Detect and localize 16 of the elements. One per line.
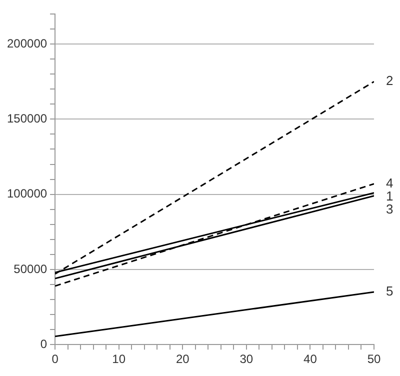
x-tick-label: 20 bbox=[176, 352, 190, 366]
series-label: 3 bbox=[386, 201, 394, 216]
x-tick-label: 30 bbox=[240, 352, 254, 366]
x-tick-label: 40 bbox=[304, 352, 318, 366]
y-tick-label: 50000 bbox=[14, 262, 48, 276]
x-tick-label: 50 bbox=[367, 352, 381, 366]
y-tick-label: 100000 bbox=[6, 186, 48, 201]
series-label: 1 bbox=[386, 188, 394, 204]
x-tick-label: 10 bbox=[112, 352, 126, 366]
series-label: 2 bbox=[386, 73, 394, 88]
y-tick-label: 150000 bbox=[6, 112, 48, 126]
series-label: 4 bbox=[386, 175, 394, 190]
y-tick-label: 0 bbox=[40, 336, 48, 351]
y-tick-label: 200000 bbox=[6, 36, 48, 50]
series-label: 5 bbox=[386, 284, 394, 299]
x-tick-label: 0 bbox=[52, 352, 59, 366]
